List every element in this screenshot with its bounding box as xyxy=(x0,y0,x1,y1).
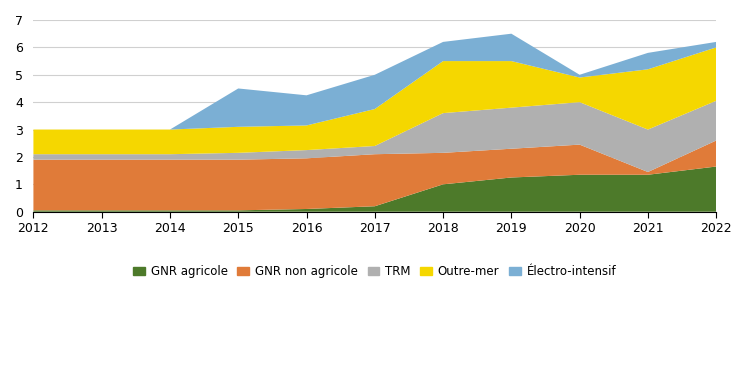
Legend: GNR agricole, GNR non agricole, TRM, Outre-mer, Électro-intensif: GNR agricole, GNR non agricole, TRM, Out… xyxy=(128,260,621,282)
